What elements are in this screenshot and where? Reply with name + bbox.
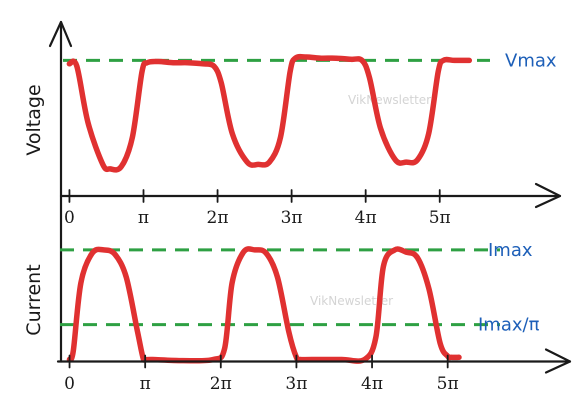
x-tick-label-2: 2π <box>210 374 232 394</box>
voltage-x-ticks: 0 π 2π 3π 4π 5π <box>64 189 451 228</box>
x-tick-label-1: π <box>140 374 151 394</box>
x-tick-label-5: 5π <box>429 208 451 228</box>
voltage-x-axis-arrow <box>534 182 562 209</box>
x-tick-label-5: 5π <box>437 374 459 394</box>
x-tick-label-4: 4π <box>361 374 383 394</box>
voltage-reference-lines: Vmax <box>63 50 557 71</box>
voltage-y-axis-arrow <box>48 20 73 48</box>
voltage-series-line <box>66 53 473 173</box>
x-tick-label-0: 0 <box>64 208 75 228</box>
current-series-line <box>66 246 462 364</box>
x-tick-label-2: 2π <box>207 208 229 228</box>
x-tick-label-3: 3π <box>285 374 307 394</box>
current-panel: Imax Imax/π 0 π 2π 3π 4π 5π Current <box>23 240 572 394</box>
reference-label-1: Imax/π <box>478 315 540 336</box>
x-tick-label-3: 3π <box>281 208 303 228</box>
current-x-ticks: 0 π 2π 3π 4π 5π <box>64 354 459 394</box>
current-reference-lines: Imax Imax/π <box>60 240 540 336</box>
current-x-axis-arrow <box>544 348 572 374</box>
watermark-top: VikNewsletter <box>348 93 431 107</box>
voltage-y-axis-label: Voltage <box>23 84 45 155</box>
watermark-bottom: VikNewsletter <box>310 294 393 308</box>
reference-label-0: Vmax <box>505 50 557 71</box>
x-tick-label-1: π <box>138 208 149 228</box>
x-tick-label-0: 0 <box>64 374 75 394</box>
voltage-panel: Vmax 0 π 2π 3π 4π 5π Voltage <box>23 20 562 363</box>
reference-label-0: Imax <box>488 240 533 261</box>
x-tick-label-4: 4π <box>355 208 377 228</box>
current-y-axis-label: Current <box>23 264 45 335</box>
